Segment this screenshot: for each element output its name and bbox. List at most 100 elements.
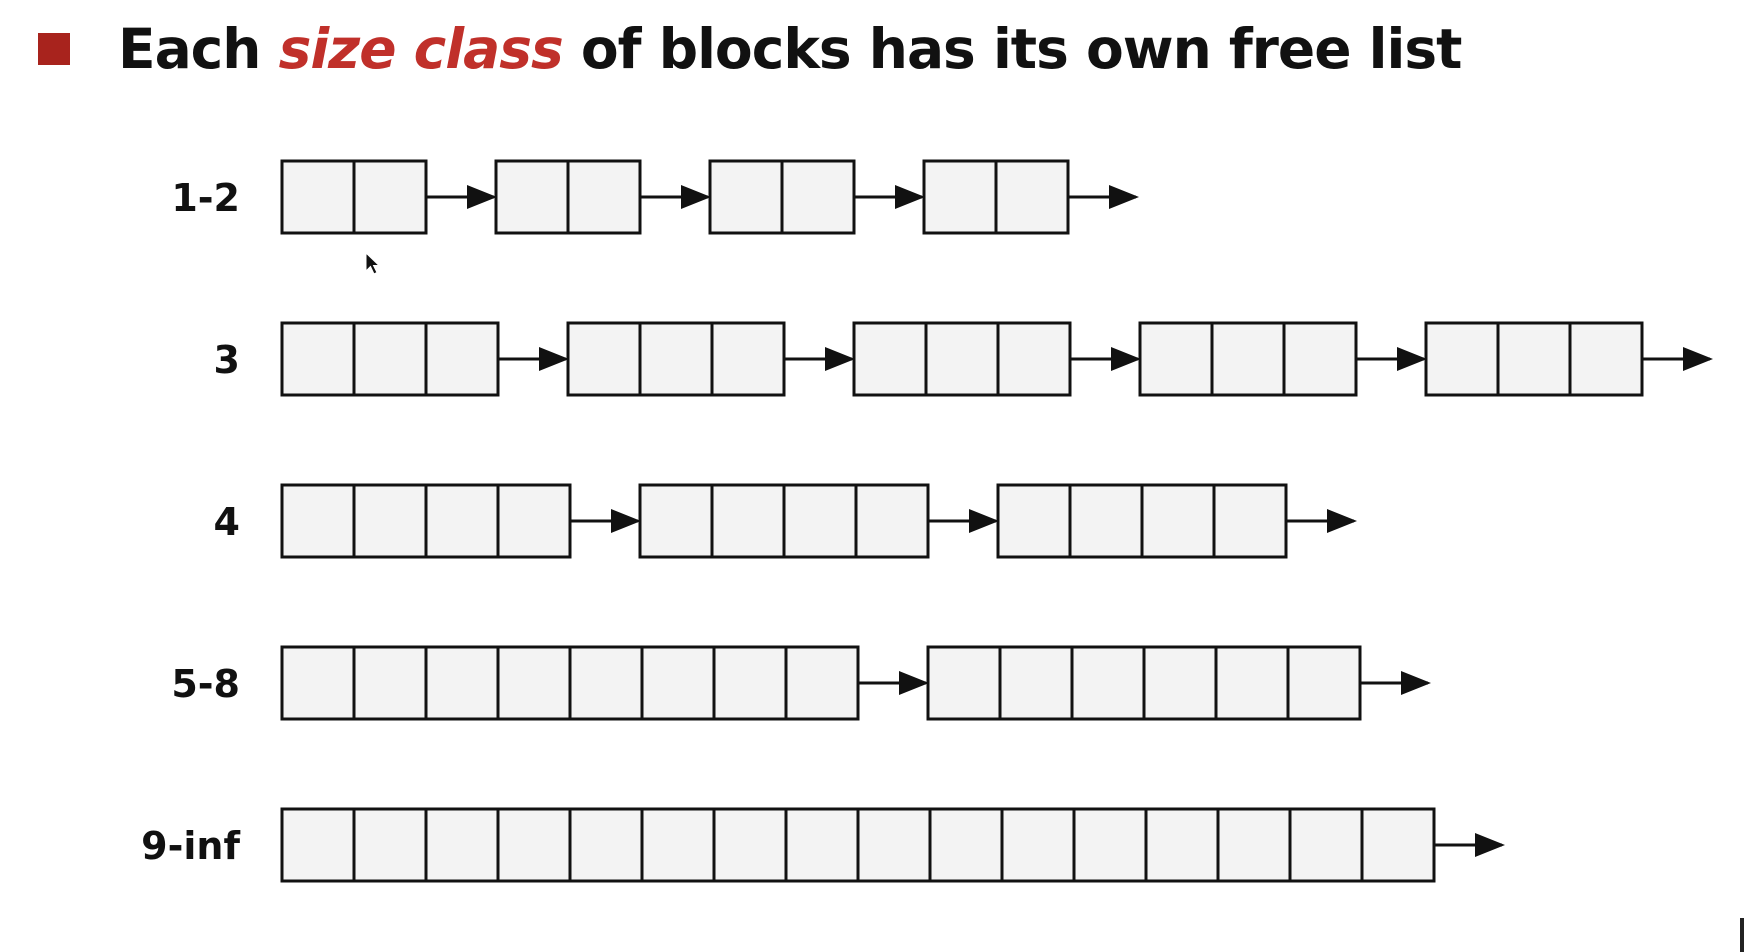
block-cell (1142, 645, 1218, 721)
free-block (280, 807, 1436, 883)
block-cell (708, 159, 784, 235)
block-cell (352, 645, 428, 721)
free-list-row: 1-2 (171, 159, 1139, 235)
free-block (996, 483, 1288, 559)
block-cell (352, 807, 428, 883)
block-cell (998, 645, 1074, 721)
block-cell (782, 483, 858, 559)
block-cell (712, 645, 788, 721)
block-cell (1216, 807, 1292, 883)
block-cell (494, 159, 570, 235)
window-edge-marker (1740, 918, 1744, 952)
block-cell (566, 321, 642, 397)
free-block (280, 483, 572, 559)
block-cell (1360, 807, 1436, 883)
block-cell (280, 483, 356, 559)
block-cell (640, 807, 716, 883)
block-cell (1214, 645, 1290, 721)
block-cell (424, 321, 500, 397)
block-cell (1070, 645, 1146, 721)
block-cell (710, 321, 786, 397)
size-class-label: 1-2 (171, 176, 240, 220)
block-cell (1072, 807, 1148, 883)
block-cell (1424, 321, 1500, 397)
square-bullet-icon (38, 33, 70, 65)
block-cell (638, 321, 714, 397)
block-cell (784, 645, 860, 721)
block-cell (1210, 321, 1286, 397)
block-cell (712, 807, 788, 883)
block-cell (996, 321, 1072, 397)
block-cell (780, 159, 856, 235)
block-cell (566, 159, 642, 235)
bullet-point: Each size class of blocks has its own fr… (38, 14, 1463, 84)
size-class-label: 4 (214, 500, 240, 544)
free-block (494, 159, 642, 235)
free-block (280, 645, 860, 721)
heading-emphasis: size class (278, 17, 564, 81)
block-cell (852, 321, 928, 397)
block-cell (280, 807, 356, 883)
block-cell (1000, 807, 1076, 883)
size-class-label: 5-8 (171, 662, 240, 706)
free-block (566, 321, 786, 397)
block-cell (922, 159, 998, 235)
slide-heading: Each size class of blocks has its own fr… (118, 17, 1463, 81)
block-cell (1212, 483, 1288, 559)
free-list-row: 9-inf (141, 807, 1505, 883)
block-cell (994, 159, 1070, 235)
block-cell (1288, 807, 1364, 883)
block-cell (928, 807, 1004, 883)
block-cell (496, 645, 572, 721)
mouse-cursor-icon (365, 251, 381, 275)
block-cell (352, 483, 428, 559)
block-cell (640, 645, 716, 721)
block-cell (352, 159, 428, 235)
block-cell (496, 807, 572, 883)
block-cell (352, 321, 428, 397)
size-class-label: 9-inf (141, 824, 240, 868)
free-block (280, 321, 500, 397)
block-cell (568, 807, 644, 883)
free-block (280, 159, 428, 235)
free-block (1138, 321, 1358, 397)
block-cell (1144, 807, 1220, 883)
block-cell (996, 483, 1072, 559)
block-cell (1068, 483, 1144, 559)
heading-text-before: Each (118, 17, 279, 81)
block-cell (1496, 321, 1572, 397)
free-list-row: 3 (214, 321, 1713, 397)
block-cell (280, 321, 356, 397)
block-cell (924, 321, 1000, 397)
block-cell (1568, 321, 1644, 397)
free-block (1424, 321, 1644, 397)
free-block (708, 159, 856, 235)
block-cell (1286, 645, 1362, 721)
block-cell (280, 645, 356, 721)
block-cell (568, 645, 644, 721)
heading-text-after: of blocks has its own free list (562, 17, 1463, 81)
block-cell (1138, 321, 1214, 397)
free-list-row: 4 (214, 483, 1357, 559)
block-cell (424, 807, 500, 883)
block-cell (280, 159, 356, 235)
free-block (852, 321, 1072, 397)
block-cell (424, 483, 500, 559)
size-class-label: 3 (214, 338, 240, 382)
block-cell (1140, 483, 1216, 559)
block-cell (784, 807, 860, 883)
block-cell (496, 483, 572, 559)
free-block (922, 159, 1070, 235)
free-block (926, 645, 1362, 721)
block-cell (424, 645, 500, 721)
block-cell (710, 483, 786, 559)
block-cell (926, 645, 1002, 721)
free-list-row: 5-8 (171, 645, 1431, 721)
free-block (638, 483, 930, 559)
block-cell (1282, 321, 1358, 397)
block-cell (638, 483, 714, 559)
block-cell (856, 807, 932, 883)
block-cell (854, 483, 930, 559)
